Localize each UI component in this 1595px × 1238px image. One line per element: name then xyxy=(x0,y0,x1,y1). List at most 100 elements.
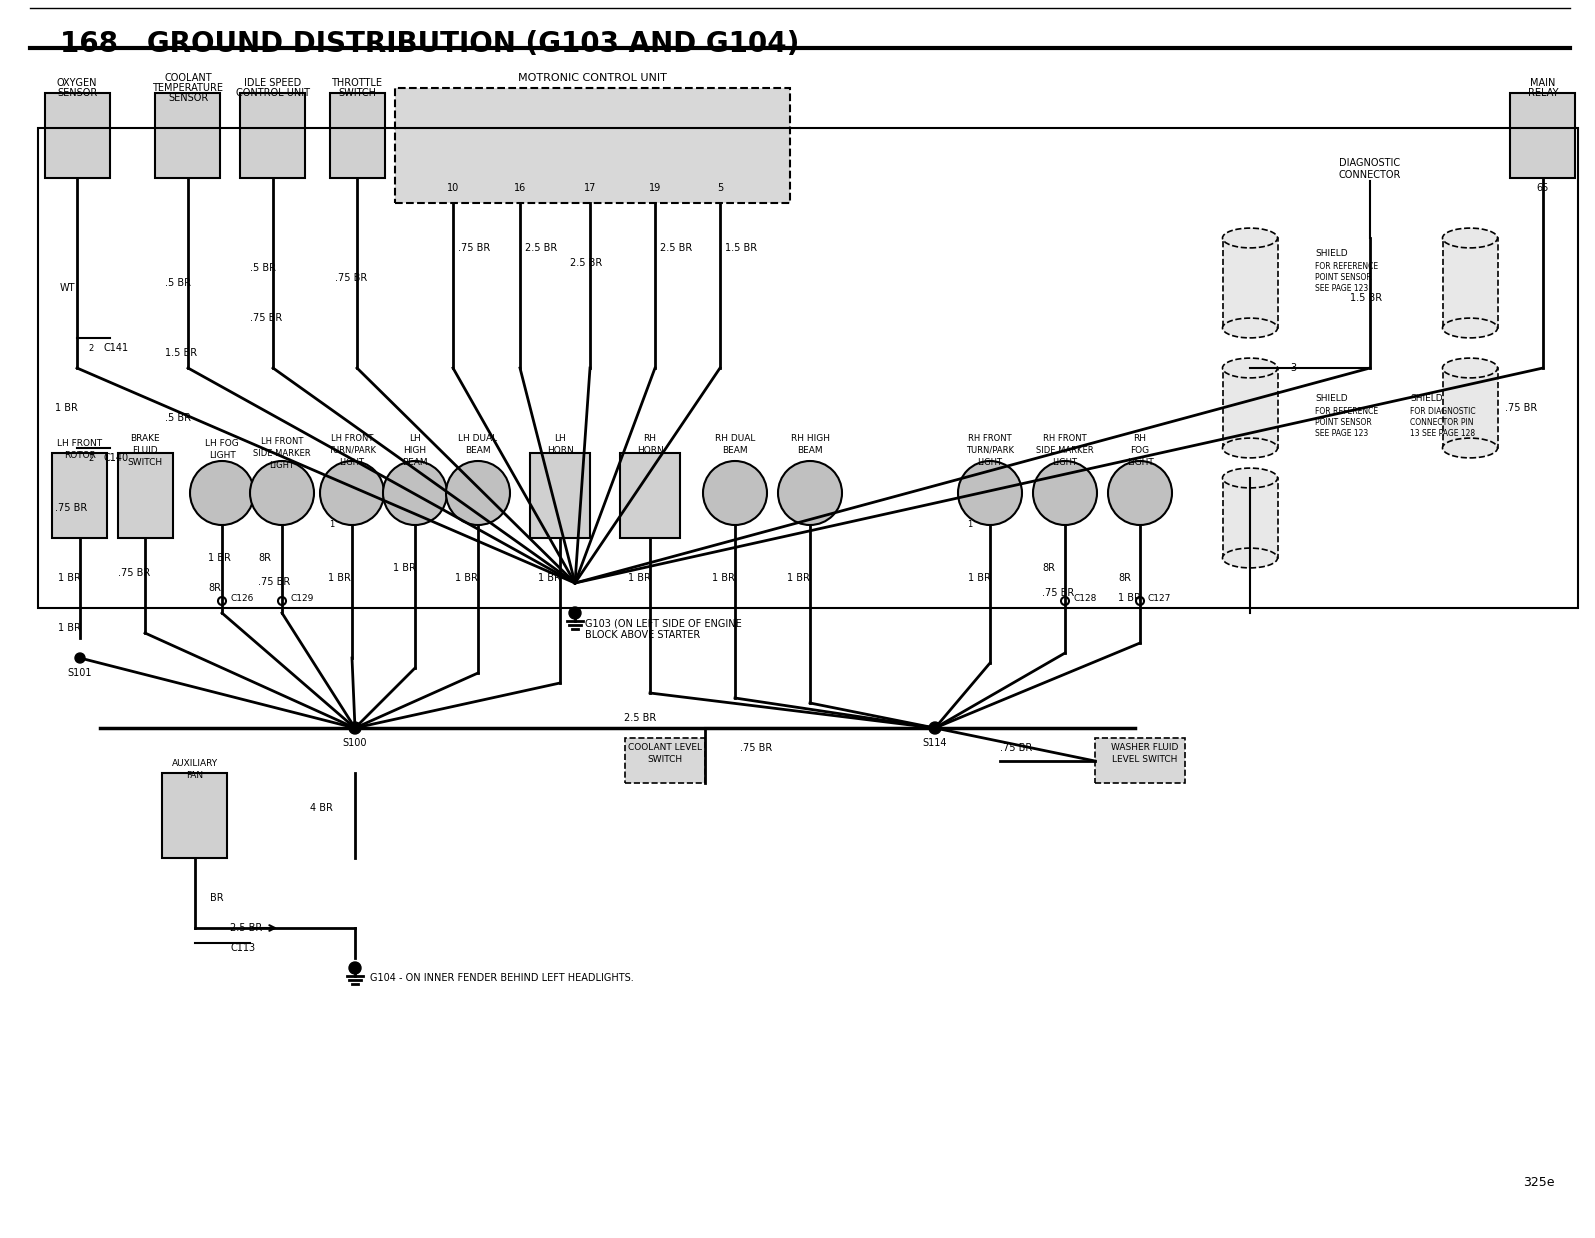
Text: LH FOG: LH FOG xyxy=(206,438,239,447)
Text: 2.5 BR: 2.5 BR xyxy=(660,243,692,253)
Text: 16: 16 xyxy=(514,183,526,193)
Text: FOG: FOG xyxy=(1131,446,1150,454)
Text: SWITCH: SWITCH xyxy=(648,755,683,765)
FancyBboxPatch shape xyxy=(1222,238,1278,328)
Text: SIDE MARKER: SIDE MARKER xyxy=(1037,446,1094,454)
Text: 1.5 BR: 1.5 BR xyxy=(1349,293,1383,303)
Text: 1 BR: 1 BR xyxy=(538,573,561,583)
Text: BEAM: BEAM xyxy=(723,446,748,454)
FancyBboxPatch shape xyxy=(330,93,384,178)
Text: AUXILIARY: AUXILIARY xyxy=(172,759,219,768)
Text: C141: C141 xyxy=(104,343,128,353)
Text: LH DUAL: LH DUAL xyxy=(458,433,498,442)
Text: C127: C127 xyxy=(1148,593,1171,603)
Text: OXYGEN: OXYGEN xyxy=(57,78,97,88)
Text: LEVEL SWITCH: LEVEL SWITCH xyxy=(1112,755,1177,765)
FancyBboxPatch shape xyxy=(155,93,220,178)
Circle shape xyxy=(1109,461,1172,525)
Text: 1.5 BR: 1.5 BR xyxy=(726,243,758,253)
Text: RH: RH xyxy=(643,433,657,442)
Circle shape xyxy=(349,722,360,734)
Text: C128: C128 xyxy=(1073,593,1096,603)
Text: LIGHT: LIGHT xyxy=(270,461,295,469)
FancyBboxPatch shape xyxy=(1442,238,1498,328)
Text: HORN: HORN xyxy=(636,446,664,454)
Circle shape xyxy=(447,461,510,525)
Text: C126: C126 xyxy=(230,593,254,603)
Text: RH: RH xyxy=(1134,433,1147,442)
Text: SHIELD: SHIELD xyxy=(1410,394,1442,402)
FancyBboxPatch shape xyxy=(1222,368,1278,448)
Text: 2.5 BR: 2.5 BR xyxy=(624,713,656,723)
Text: 8R: 8R xyxy=(207,583,222,593)
Text: 1 BR: 1 BR xyxy=(628,573,651,583)
Circle shape xyxy=(1061,597,1069,605)
Text: 1 BR: 1 BR xyxy=(711,573,735,583)
Text: G103 (ON LEFT SIDE OF ENGINE: G103 (ON LEFT SIDE OF ENGINE xyxy=(585,618,742,628)
Text: 2.5 BR: 2.5 BR xyxy=(569,258,603,267)
Text: 325e: 325e xyxy=(1523,1176,1555,1190)
Ellipse shape xyxy=(1222,438,1278,458)
Ellipse shape xyxy=(1442,318,1498,338)
Text: LH FRONT: LH FRONT xyxy=(262,437,303,446)
Text: FOR REFERENCE: FOR REFERENCE xyxy=(1314,406,1378,416)
FancyBboxPatch shape xyxy=(530,453,590,539)
Text: LIGHT: LIGHT xyxy=(209,451,236,459)
Circle shape xyxy=(569,607,581,619)
Text: C140: C140 xyxy=(104,453,128,463)
Text: SIDE MARKER: SIDE MARKER xyxy=(254,448,311,458)
Ellipse shape xyxy=(1222,358,1278,378)
FancyBboxPatch shape xyxy=(396,88,790,203)
Text: 1 BR: 1 BR xyxy=(207,553,231,563)
Text: 1 BR: 1 BR xyxy=(57,573,81,583)
Text: SWITCH: SWITCH xyxy=(128,458,163,467)
Text: .75 BR: .75 BR xyxy=(258,577,290,587)
Ellipse shape xyxy=(1442,438,1498,458)
Ellipse shape xyxy=(1222,228,1278,248)
Text: 1 BR: 1 BR xyxy=(54,404,78,413)
Text: CONTROL UNIT: CONTROL UNIT xyxy=(236,88,309,98)
Text: LIGHT: LIGHT xyxy=(340,458,365,467)
Text: G104 - ON INNER FENDER BEHIND LEFT HEADLIGHTS.: G104 - ON INNER FENDER BEHIND LEFT HEADL… xyxy=(370,973,633,983)
Text: 8R: 8R xyxy=(1042,563,1054,573)
Circle shape xyxy=(190,461,254,525)
Text: BRAKE: BRAKE xyxy=(131,433,160,442)
Text: TURN/PARK: TURN/PARK xyxy=(329,446,376,454)
Text: HIGH: HIGH xyxy=(404,446,426,454)
FancyBboxPatch shape xyxy=(163,773,226,858)
Text: FAN: FAN xyxy=(187,770,204,780)
Circle shape xyxy=(321,461,384,525)
Text: COOLANT: COOLANT xyxy=(164,73,212,83)
Text: THROTTLE: THROTTLE xyxy=(332,78,383,88)
Text: 17: 17 xyxy=(584,183,597,193)
Text: C129: C129 xyxy=(290,593,313,603)
Ellipse shape xyxy=(1442,358,1498,378)
Circle shape xyxy=(250,461,314,525)
Text: 1.5 BR: 1.5 BR xyxy=(164,348,198,358)
Text: 1 BR: 1 BR xyxy=(392,563,416,573)
Text: IDLE SPEED: IDLE SPEED xyxy=(244,78,301,88)
Circle shape xyxy=(928,722,941,734)
Ellipse shape xyxy=(1442,228,1498,248)
Text: 8R: 8R xyxy=(1118,573,1131,583)
Circle shape xyxy=(959,461,1022,525)
Text: .75 BR: .75 BR xyxy=(1042,588,1075,598)
Text: 10: 10 xyxy=(447,183,459,193)
Text: 168   GROUND DISTRIBUTION (G103 AND G104): 168 GROUND DISTRIBUTION (G103 AND G104) xyxy=(61,30,799,58)
Circle shape xyxy=(703,461,767,525)
Text: LH: LH xyxy=(553,433,566,442)
Text: DIAGNOSTIC: DIAGNOSTIC xyxy=(1340,158,1400,168)
Ellipse shape xyxy=(1222,318,1278,338)
Circle shape xyxy=(1034,461,1097,525)
Text: .75 BR: .75 BR xyxy=(54,503,88,513)
Circle shape xyxy=(349,962,360,974)
Ellipse shape xyxy=(1222,468,1278,488)
Text: 2: 2 xyxy=(88,343,93,353)
Text: LIGHT: LIGHT xyxy=(978,458,1003,467)
Text: BEAM: BEAM xyxy=(466,446,491,454)
Circle shape xyxy=(1136,597,1144,605)
Text: SHIELD: SHIELD xyxy=(1314,394,1348,402)
Circle shape xyxy=(278,597,286,605)
Text: COOLANT LEVEL: COOLANT LEVEL xyxy=(628,744,702,753)
Text: 1: 1 xyxy=(968,520,973,529)
